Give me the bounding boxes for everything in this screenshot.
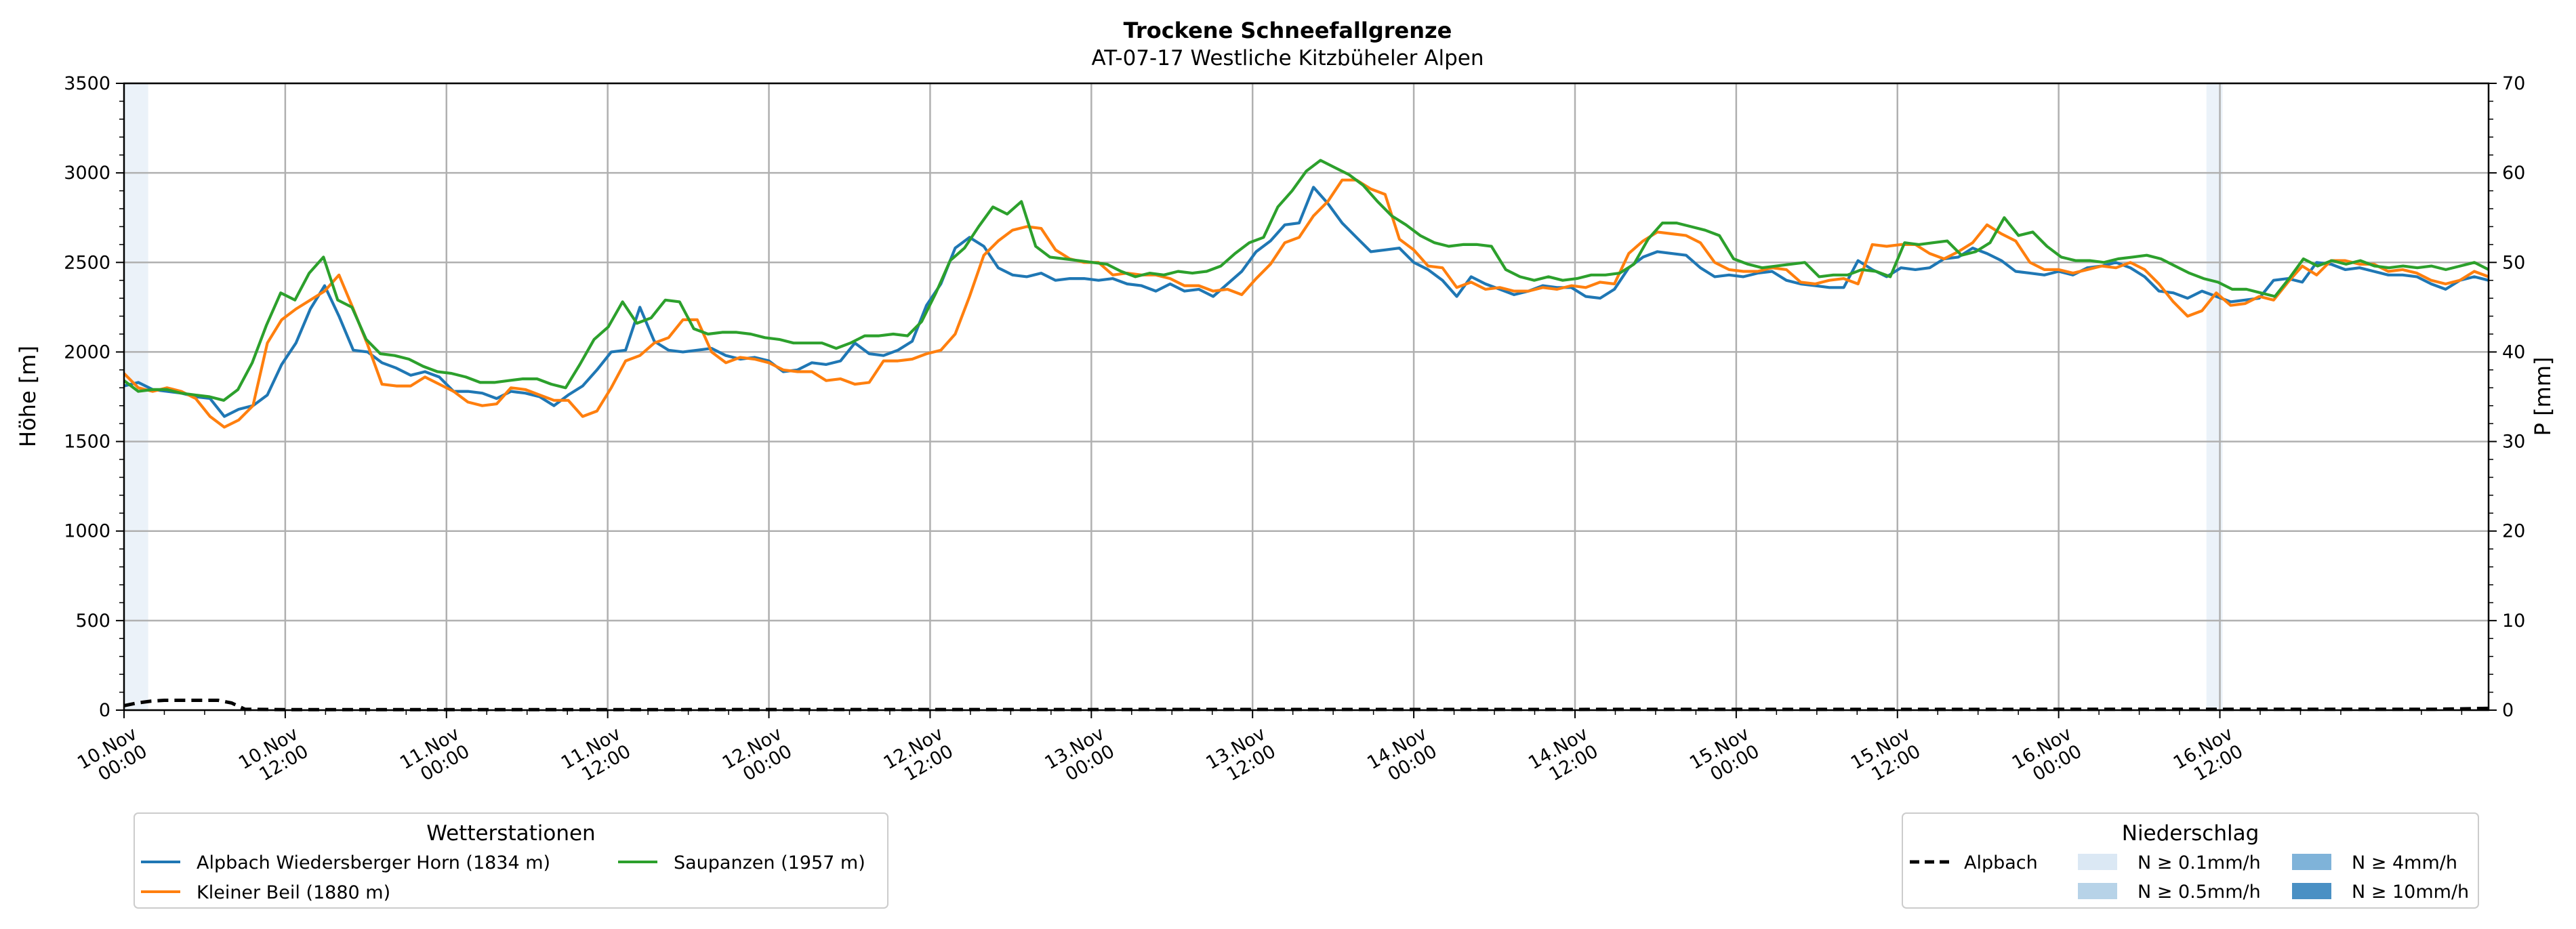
y2-tick-label-1: 10 <box>2502 611 2525 632</box>
plot-frame <box>123 82 2490 711</box>
legend-swatch-n-10 <box>2292 883 2331 899</box>
y2-tick-label-3: 30 <box>2502 432 2525 453</box>
legend-entry-series-1: Kleiner Beil (1880 m) <box>197 882 390 903</box>
y2-tick-label-0: 0 <box>2502 700 2514 721</box>
y-tick-label-2: 1000 <box>64 521 110 542</box>
legend-precip-frame <box>1902 812 2479 909</box>
y-tick-label-0: 0 <box>99 700 110 721</box>
precipitation-series <box>123 699 2489 711</box>
precip-band-1 <box>2206 83 2223 710</box>
legend-entry-n-4: N ≥ 4mm/h <box>2352 852 2457 873</box>
legend-swatch-n-0-1 <box>2078 854 2117 870</box>
y2-tick-label-5: 50 <box>2502 252 2525 273</box>
y-tick-label-6: 3000 <box>64 163 110 184</box>
legend-entry-n-0-1: N ≥ 0.1mm/h <box>2138 852 2261 873</box>
y-tick-label-5: 2500 <box>64 252 110 273</box>
legend-entry-series-2: Saupanzen (1957 m) <box>674 852 865 873</box>
legend-entry-series-0: Alpbach Wiedersberger Horn (1834 m) <box>197 852 550 873</box>
legend-entry-n-0-5: N ≥ 0.5mm/h <box>2138 882 2261 903</box>
legend-stations-title: Wetterstationen <box>426 821 595 846</box>
y-axis-label: Höhe [m] <box>15 346 41 447</box>
legend-entry-alpbach: Alpbach <box>1964 852 2038 873</box>
legend-precip-title: Niederschlag <box>2122 821 2260 846</box>
y-tick-label-7: 3500 <box>64 73 110 94</box>
legend-stations: Wetterstationen Alpbach Wiedersberger Ho… <box>134 812 888 909</box>
axes <box>116 82 2497 718</box>
legend-swatch-n-0-5 <box>2078 883 2117 899</box>
precip-line-alpbach <box>123 699 2489 711</box>
y2-tick-label-2: 20 <box>2502 521 2525 542</box>
y2-axis-label: P [mm] <box>2530 357 2556 436</box>
series-line-2 <box>123 159 2489 402</box>
y2-tick-label-7: 70 <box>2502 73 2525 94</box>
y-tick-label-3: 1500 <box>64 432 110 453</box>
y-tick-label-1: 500 <box>75 611 110 632</box>
legend-entry-n-10: N ≥ 10mm/h <box>2352 882 2469 903</box>
precip-band-0 <box>124 83 148 710</box>
chart-title: Trockene Schneefallgrenze <box>1124 18 1452 43</box>
chart-subtitle: AT-07-17 Westliche Kitzbüheler Alpen <box>1092 46 1484 70</box>
y2-tick-label-4: 40 <box>2502 342 2525 363</box>
precipitation-bands <box>124 83 2223 710</box>
y2-tick-label-6: 60 <box>2502 163 2525 184</box>
legend-stations-frame <box>134 812 888 909</box>
series-lines <box>123 159 2489 429</box>
legend-swatch-n-4 <box>2292 854 2331 870</box>
y-tick-label-4: 2000 <box>64 342 110 363</box>
series-line-1 <box>123 178 2489 429</box>
legend-precipitation: Niederschlag Alpbach N ≥ 0.1mm/h N ≥ 0.5… <box>1902 812 2479 909</box>
